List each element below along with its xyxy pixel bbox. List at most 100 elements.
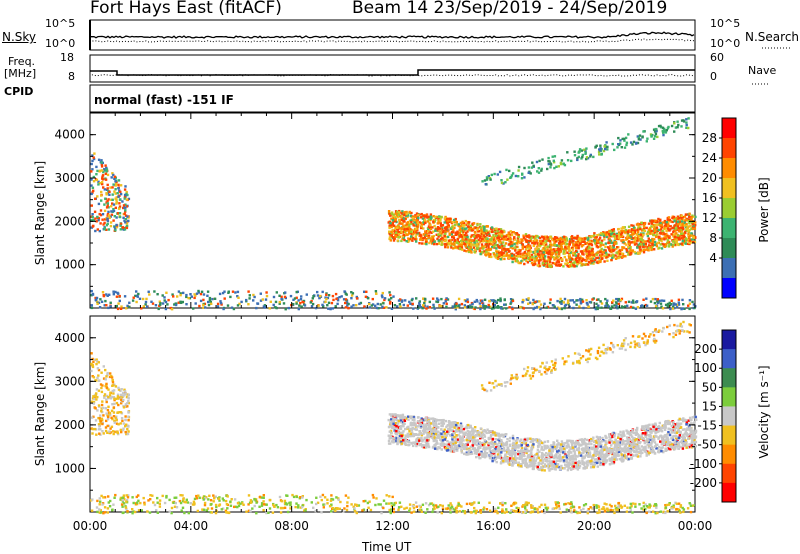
echo-cell: [470, 234, 474, 237]
echo-cell: [589, 155, 592, 158]
echo-cell: [385, 306, 388, 309]
echo-cell: [659, 218, 662, 222]
echo-cell: [118, 205, 122, 208]
echo-cell: [543, 302, 546, 305]
echo-cell: [604, 439, 607, 443]
echo-cell: [667, 245, 671, 248]
echo-cell: [531, 161, 534, 164]
echo-cell: [321, 290, 324, 294]
echo-cell: [631, 449, 634, 452]
echo-cell: [125, 222, 129, 225]
echo-cell: [550, 255, 553, 258]
echo-cell: [432, 215, 435, 218]
echo-cell: [671, 240, 675, 243]
echo-cell: [597, 261, 600, 265]
echo-cell: [572, 254, 575, 257]
echo-cell: [131, 299, 135, 302]
echo-cell: [107, 388, 110, 391]
echo-cell: [573, 253, 577, 256]
echo-cell: [640, 445, 643, 448]
echo-cell: [406, 415, 410, 418]
echo-cell: [410, 220, 413, 224]
echo-cell: [617, 433, 620, 436]
echo-cell: [682, 218, 685, 221]
echo-cell: [90, 204, 93, 207]
echo-cell: [591, 240, 595, 243]
echo-cell: [193, 293, 196, 296]
echo-cell: [481, 180, 484, 183]
echo-cell: [105, 375, 108, 378]
echo-cell: [92, 156, 95, 159]
echo-cell: [431, 430, 435, 434]
echo-cell: [496, 453, 500, 456]
echo-cell: [479, 235, 482, 238]
echo-cell: [97, 389, 101, 392]
echo-cell: [517, 235, 520, 239]
echo-cell: [207, 300, 210, 304]
echo-cell: [316, 294, 320, 297]
echo-cell: [605, 253, 608, 256]
echo-cell: [165, 291, 168, 294]
echo-cell: [629, 141, 633, 144]
echo-cell: [102, 186, 105, 189]
echo-cell: [604, 251, 608, 254]
echo-cell: [91, 364, 94, 367]
echo-cell: [626, 237, 629, 241]
echo-cell: [650, 222, 654, 225]
echo-cell: [495, 247, 498, 250]
echo-cell: [124, 430, 127, 434]
echo-cell: [216, 305, 220, 308]
echo-cell: [527, 449, 531, 453]
echo-cell: [127, 419, 130, 422]
echo-cell: [110, 205, 113, 208]
echo-cell: [112, 430, 115, 433]
echo-cell: [460, 230, 463, 233]
echo-cell: [397, 226, 400, 229]
echo-cell: [685, 419, 689, 422]
echo-cell: [597, 306, 600, 309]
echo-cell: [603, 231, 607, 234]
echo-cell: [110, 425, 114, 428]
echo-cell: [545, 265, 548, 268]
echo-cell: [644, 303, 647, 307]
echo-cell: [639, 233, 643, 236]
echo-cell: [440, 297, 443, 301]
echo-cell: [661, 226, 664, 229]
echo-cell: [91, 416, 94, 419]
echo-cell: [511, 231, 514, 234]
echo-cell: [405, 210, 408, 214]
echo-cell: [352, 304, 355, 307]
echo-cell: [565, 259, 568, 262]
echo-cell: [485, 252, 488, 256]
echo-cell: [471, 223, 474, 227]
echo-cell: [572, 441, 575, 445]
echo-cell: [642, 251, 646, 254]
echo-cell: [456, 238, 459, 241]
echo-cell: [502, 230, 506, 234]
echo-cell: [591, 255, 594, 259]
echo-cell: [171, 293, 174, 296]
echo-cell: [512, 253, 516, 256]
echo-cell: [501, 241, 505, 244]
echo-cell: [495, 254, 499, 257]
echo-cell: [480, 436, 483, 439]
echo-cell: [421, 307, 424, 310]
echo-cell: [420, 226, 423, 230]
echo-cell: [415, 442, 419, 446]
echo-cell: [643, 425, 646, 428]
echo-cell: [617, 298, 620, 301]
echo-cell: [111, 210, 114, 213]
echo-cell: [305, 293, 308, 296]
echo-cell: [588, 250, 591, 253]
echo-cell: [504, 242, 508, 245]
echo-cell: [573, 461, 576, 464]
colorbar-frame: [721, 117, 737, 299]
echo-cell: [582, 253, 585, 256]
echo-cell: [639, 226, 642, 229]
echo-cell: [299, 301, 302, 305]
echo-cell: [574, 260, 578, 263]
echo-cell: [204, 306, 207, 309]
echo-cell: [687, 229, 690, 233]
echo-cell: [498, 251, 501, 255]
echo-cell: [573, 301, 576, 304]
